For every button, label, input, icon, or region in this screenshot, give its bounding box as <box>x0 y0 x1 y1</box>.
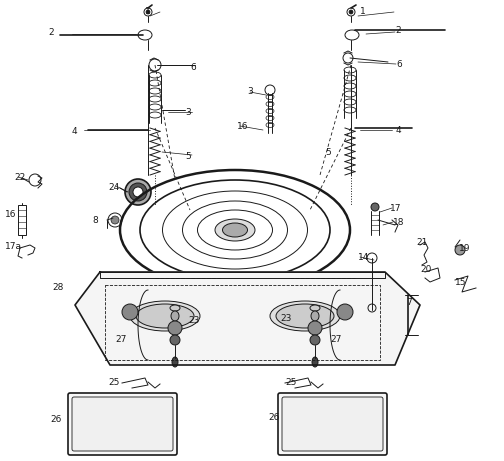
FancyBboxPatch shape <box>68 393 177 455</box>
Text: 28: 28 <box>52 283 64 292</box>
Text: 18: 18 <box>393 218 405 227</box>
Ellipse shape <box>222 223 247 237</box>
Text: 5: 5 <box>185 152 191 161</box>
Text: 27: 27 <box>115 335 127 344</box>
Text: 3: 3 <box>185 108 191 117</box>
Text: 22: 22 <box>14 173 25 182</box>
Ellipse shape <box>172 357 178 367</box>
Text: 27: 27 <box>330 335 341 344</box>
Text: 4: 4 <box>72 127 78 136</box>
Ellipse shape <box>136 304 194 328</box>
Text: 20: 20 <box>420 265 431 274</box>
Circle shape <box>170 335 180 345</box>
Circle shape <box>146 10 150 14</box>
FancyBboxPatch shape <box>278 393 387 455</box>
Ellipse shape <box>170 305 180 311</box>
Text: 26: 26 <box>50 415 61 424</box>
Text: 16: 16 <box>237 122 248 131</box>
Text: 26: 26 <box>268 413 279 422</box>
Bar <box>18 205 26 235</box>
Text: 3: 3 <box>247 87 253 96</box>
Text: 6: 6 <box>396 60 402 69</box>
Text: 25: 25 <box>108 378 119 387</box>
Text: 1: 1 <box>145 7 151 16</box>
Circle shape <box>337 304 353 320</box>
Circle shape <box>455 245 465 255</box>
Text: 7: 7 <box>406 298 412 307</box>
FancyBboxPatch shape <box>72 397 173 451</box>
Ellipse shape <box>215 219 255 241</box>
Circle shape <box>129 183 147 201</box>
Text: 23: 23 <box>188 316 200 325</box>
Text: 25: 25 <box>285 378 296 387</box>
Circle shape <box>168 321 182 335</box>
Ellipse shape <box>311 311 319 321</box>
Text: 2: 2 <box>48 28 53 37</box>
Text: 15: 15 <box>455 278 467 287</box>
Text: 14: 14 <box>358 253 369 262</box>
Circle shape <box>349 10 353 14</box>
Polygon shape <box>75 272 420 365</box>
Circle shape <box>125 179 151 205</box>
Ellipse shape <box>276 304 334 328</box>
Circle shape <box>308 321 322 335</box>
Ellipse shape <box>130 301 200 331</box>
Text: 17a: 17a <box>5 242 22 251</box>
Ellipse shape <box>171 311 179 321</box>
Circle shape <box>111 216 119 224</box>
Text: 8: 8 <box>92 216 98 225</box>
Text: 5: 5 <box>325 148 331 157</box>
Text: 1: 1 <box>360 7 366 16</box>
Text: 16: 16 <box>5 210 17 219</box>
Circle shape <box>122 304 138 320</box>
Text: 2: 2 <box>395 26 401 35</box>
Text: 4: 4 <box>396 126 402 135</box>
Ellipse shape <box>270 301 340 331</box>
FancyBboxPatch shape <box>282 397 383 451</box>
Circle shape <box>133 187 143 197</box>
Text: 21: 21 <box>416 238 427 247</box>
Text: 23: 23 <box>280 314 291 323</box>
Text: 6: 6 <box>190 63 196 72</box>
Text: 19: 19 <box>459 244 471 253</box>
Text: 24: 24 <box>108 183 119 192</box>
Circle shape <box>371 203 379 211</box>
Text: 17: 17 <box>390 204 402 213</box>
Circle shape <box>310 335 320 345</box>
Ellipse shape <box>312 357 318 367</box>
Ellipse shape <box>310 305 320 311</box>
